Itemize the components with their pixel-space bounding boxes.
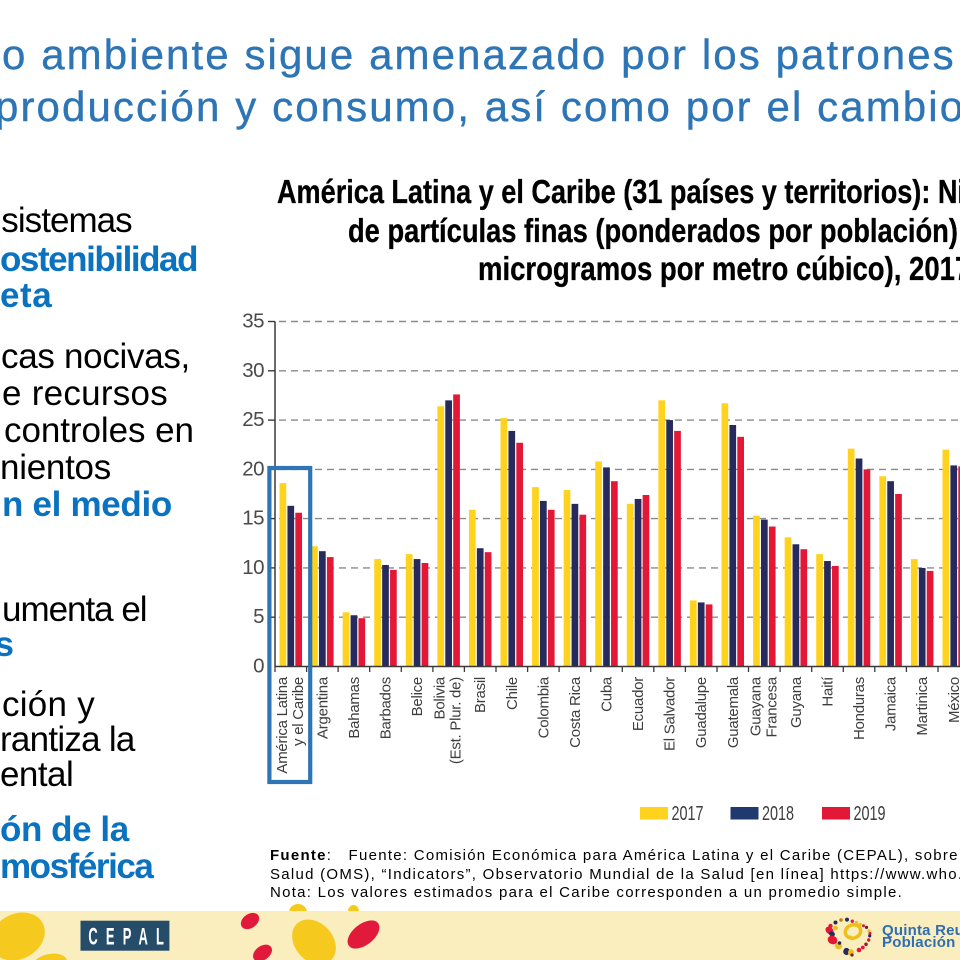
svg-text:2018: 2018 [762,803,794,825]
svg-text:Ecuador: Ecuador [630,677,647,731]
svg-text:25: 25 [242,408,264,431]
svg-text:20: 20 [242,457,264,480]
svg-text:Guyana: Guyana [788,676,805,728]
svg-text:El Salvador: El Salvador [662,677,679,751]
svg-text:5: 5 [253,605,264,628]
svg-text:Brasil: Brasil [472,677,489,713]
svg-text:35: 35 [242,310,264,333]
svg-text:Colombia: Colombia [535,676,552,738]
svg-text:Belice: Belice [409,677,426,716]
svg-text:Barbados: Barbados [378,677,395,739]
svg-text:Haití: Haití [820,676,837,707]
svg-text:15: 15 [242,507,264,530]
svg-text:América Latina: América Latina [274,676,291,773]
svg-text:Cuba: Cuba [599,676,616,712]
svg-text:Francesa: Francesa [763,676,780,737]
svg-text:Martinica: Martinica [914,676,931,736]
svg-text:Guayana: Guayana [747,676,764,736]
svg-text:Guadalupe: Guadalupe [693,677,710,748]
svg-text:2017: 2017 [672,803,704,825]
svg-text:Guatemala: Guatemala [725,676,742,748]
svg-text:0: 0 [253,655,264,678]
svg-text:(Est. Plur. de): (Est. Plur. de) [448,677,465,764]
svg-text:Costa Rica: Costa Rica [567,676,584,748]
svg-text:y el Caribe: y el Caribe [290,677,307,746]
svg-text:México: México [946,677,960,723]
svg-text:2019: 2019 [854,803,886,825]
svg-text:CEPAL: CEPAL [88,925,172,951]
svg-text:Honduras: Honduras [851,677,868,740]
svg-text:Bahamas: Bahamas [346,677,363,739]
svg-text:Bolivia: Bolivia [432,676,449,719]
svg-text:10: 10 [242,556,264,579]
svg-text:Argentina: Argentina [314,676,331,739]
svg-text:Chile: Chile [504,677,521,710]
svg-text:30: 30 [242,359,264,382]
svg-text:Jamaica: Jamaica [883,676,900,731]
